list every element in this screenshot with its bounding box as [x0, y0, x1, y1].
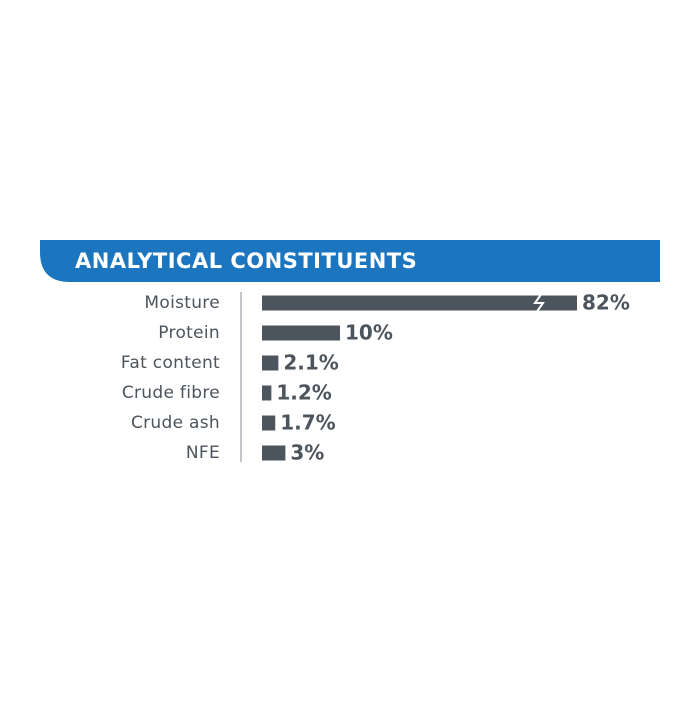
category-label: NFE	[186, 443, 220, 463]
axis-break	[533, 293, 545, 313]
bar	[262, 445, 286, 461]
category-label: Crude fibre	[122, 383, 220, 403]
category-label: Fat content	[121, 353, 220, 373]
header-band	[40, 240, 660, 282]
value-label: 82%	[582, 291, 630, 315]
bar	[262, 385, 272, 401]
category-label: Crude ash	[131, 413, 220, 433]
bar	[262, 325, 340, 341]
value-label: 1.2%	[276, 381, 331, 405]
value-label: 2.1%	[283, 351, 338, 375]
value-label: 1.7%	[280, 411, 335, 435]
value-label: 3%	[290, 441, 324, 465]
category-label: Moisture	[144, 293, 220, 313]
bar	[262, 415, 276, 431]
value-label: 10%	[345, 321, 393, 345]
bar	[262, 295, 577, 311]
bar	[262, 355, 279, 371]
chart-title: ANALYTICAL CONSTITUENTS	[75, 249, 417, 273]
category-label: Protein	[158, 323, 220, 343]
